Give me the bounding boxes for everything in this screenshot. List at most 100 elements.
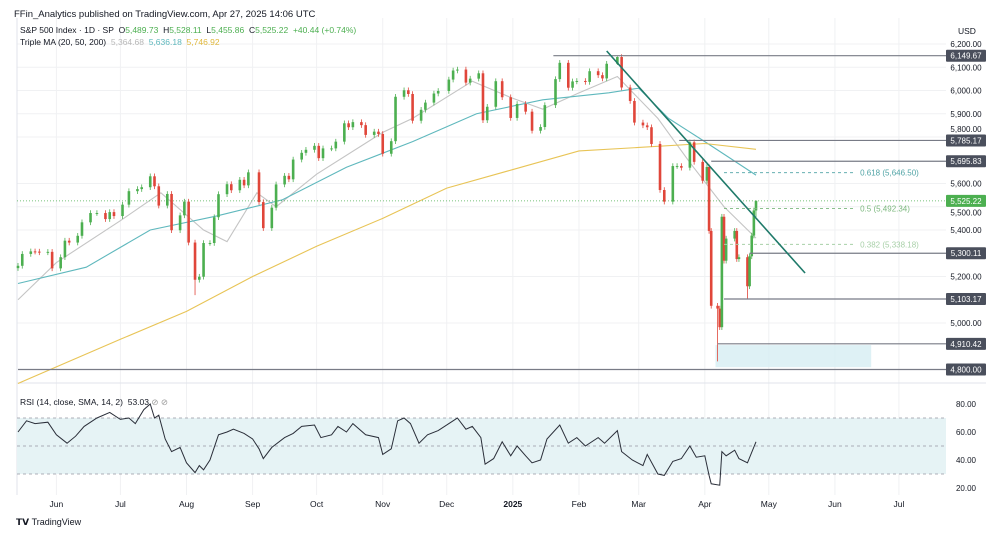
candle-body[interactable] — [451, 70, 455, 80]
candle-body[interactable] — [321, 148, 325, 159]
candle-body[interactable] — [166, 193, 169, 206]
candle-body[interactable] — [38, 251, 41, 253]
candle-body[interactable] — [360, 122, 363, 126]
candle-body[interactable] — [63, 240, 67, 258]
candle-body[interactable] — [389, 141, 393, 154]
candle-body[interactable] — [692, 142, 696, 162]
candle-body[interactable] — [112, 212, 116, 217]
candle-body[interactable] — [748, 256, 751, 287]
candle-body[interactable] — [737, 257, 741, 260]
candle-body[interactable] — [89, 213, 92, 223]
candle-body[interactable] — [50, 251, 54, 269]
candle-body[interactable] — [351, 122, 355, 128]
candle-body[interactable] — [29, 251, 33, 254]
candle-body[interactable] — [225, 184, 229, 195]
candle-body[interactable] — [575, 80, 579, 82]
candle-body[interactable] — [530, 111, 534, 131]
candle-body[interactable] — [628, 87, 632, 101]
candle-body[interactable] — [46, 251, 50, 253]
candle-body[interactable] — [247, 172, 250, 186]
candle-body[interactable] — [242, 179, 246, 186]
candle-body[interactable] — [436, 90, 440, 94]
candle-body[interactable] — [658, 143, 662, 191]
candle-body[interactable] — [720, 216, 724, 328]
candle-body[interactable] — [671, 166, 675, 202]
candle-body[interactable] — [543, 105, 547, 128]
candle-body[interactable] — [524, 103, 527, 112]
candle-body[interactable] — [170, 193, 173, 231]
candle-body[interactable] — [588, 71, 591, 82]
candle-body[interactable] — [468, 78, 472, 83]
candle-body[interactable] — [456, 69, 459, 71]
candle-body[interactable] — [752, 210, 756, 236]
candle-body[interactable] — [601, 75, 604, 79]
candle-body[interactable] — [140, 187, 144, 190]
candle-body[interactable] — [705, 166, 709, 181]
candle-body[interactable] — [718, 308, 722, 328]
candle-body[interactable] — [616, 57, 619, 64]
candle-body[interactable] — [554, 79, 557, 106]
candle-body[interactable] — [407, 90, 410, 94]
candle-body[interactable] — [539, 127, 542, 131]
support-zone[interactable] — [715, 345, 872, 368]
candle-body[interactable] — [571, 81, 574, 88]
candle-body[interactable] — [202, 243, 205, 277]
candle-body[interactable] — [485, 106, 489, 121]
candle-body[interactable] — [596, 71, 600, 76]
candle-body[interactable] — [229, 184, 233, 191]
candle-body[interactable] — [287, 175, 291, 180]
candle-body[interactable] — [121, 204, 124, 217]
candle-body[interactable] — [183, 201, 186, 216]
candle-body[interactable] — [157, 186, 161, 206]
candle-body[interactable] — [261, 202, 265, 229]
candle-body[interactable] — [16, 265, 20, 269]
candle-body[interactable] — [372, 131, 376, 135]
candle-body[interactable] — [270, 207, 274, 229]
candle-body[interactable] — [212, 217, 216, 244]
time-axis[interactable] — [17, 495, 946, 513]
ma-title[interactable]: Triple MA (20, 50, 200) — [20, 37, 107, 47]
candle-body[interactable] — [494, 81, 498, 107]
candle-body[interactable] — [746, 257, 749, 287]
candle-body[interactable] — [432, 93, 436, 103]
candle-body[interactable] — [701, 161, 704, 181]
candle-body[interactable] — [402, 90, 406, 97]
candle-body[interactable] — [208, 243, 212, 245]
candle-body[interactable] — [136, 189, 139, 192]
candle-body[interactable] — [148, 176, 152, 188]
candle-body[interactable] — [477, 73, 481, 79]
candle-body[interactable] — [377, 131, 380, 134]
symbol-name[interactable]: S&P 500 Index · 1D · SP — [20, 25, 114, 35]
candle-body[interactable] — [291, 159, 295, 180]
candle-body[interactable] — [193, 242, 197, 280]
candle-body[interactable] — [733, 230, 736, 239]
candle-body[interactable] — [558, 62, 562, 80]
candle-body[interactable] — [688, 142, 692, 168]
candle-body[interactable] — [198, 276, 201, 280]
candle-body[interactable] — [104, 213, 107, 220]
candle-body[interactable] — [108, 212, 112, 220]
candle-body[interactable] — [707, 166, 711, 231]
candle-body[interactable] — [724, 238, 728, 261]
candle-body[interactable] — [394, 96, 397, 142]
candle-body[interactable] — [187, 201, 190, 243]
candle-body[interactable] — [33, 251, 37, 253]
candle-body[interactable] — [605, 63, 608, 79]
candle-body[interactable] — [217, 194, 220, 218]
candle-body[interactable] — [419, 109, 423, 121]
candle-body[interactable] — [20, 253, 24, 266]
candle-body[interactable] — [304, 149, 308, 153]
candle-body[interactable] — [317, 145, 321, 159]
candle-body[interactable] — [343, 123, 346, 142]
candle-body[interactable] — [80, 222, 84, 236]
candle-body[interactable] — [567, 62, 570, 88]
candle-body[interactable] — [67, 240, 71, 243]
candle-body[interactable] — [662, 190, 666, 202]
candle-body[interactable] — [675, 166, 679, 168]
candle-body[interactable] — [95, 213, 99, 215]
candle-body[interactable] — [750, 235, 754, 257]
candle-body[interactable] — [447, 79, 451, 91]
candle-body[interactable] — [650, 127, 653, 144]
candle-body[interactable] — [334, 141, 338, 149]
candle-body[interactable] — [680, 166, 683, 168]
